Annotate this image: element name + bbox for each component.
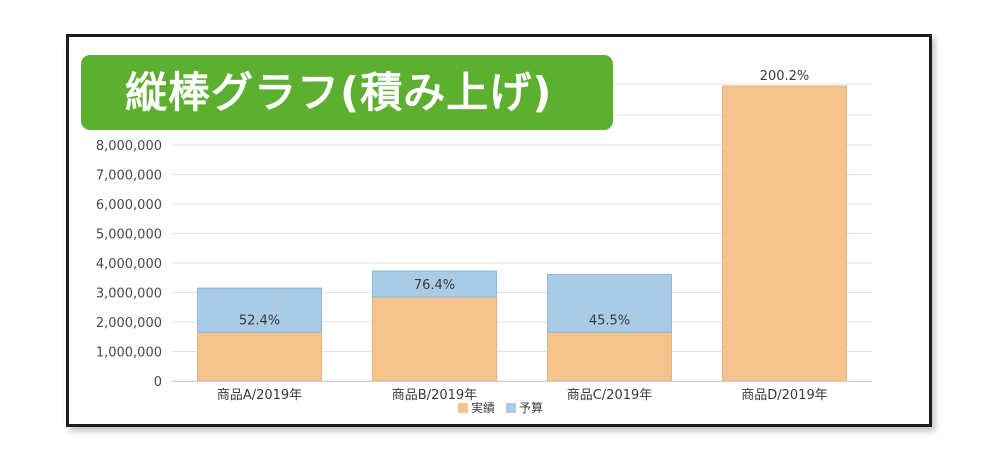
- x-tick-label: 商品B/2019年: [392, 388, 477, 403]
- legend-label-0: 実績: [471, 400, 495, 415]
- chart-title-banner: 縦棒グラフ(積み上げ): [81, 55, 613, 130]
- data-labels: 52.4% 76.4% 45.5% 200.2%: [239, 69, 809, 328]
- bars: [197, 85, 847, 382]
- legend-label-1: 予算: [519, 400, 543, 415]
- bar-actual-0: [197, 331, 322, 382]
- legend: 実績 予算: [458, 400, 543, 415]
- data-label-0: 52.4%: [239, 313, 280, 328]
- bar-budget-1: [372, 270, 497, 298]
- y-tick-label: 5,000,000: [96, 228, 162, 243]
- x-axis-ticks: 商品A/2019年 商品B/2019年 商品C/2019年 商品D/2019年: [217, 388, 828, 403]
- y-tick-label: 3,000,000: [96, 287, 162, 302]
- y-tick-label: 0: [154, 375, 162, 390]
- bar-budget-2: [547, 274, 672, 333]
- x-tick-label: 商品D/2019年: [741, 388, 827, 403]
- y-tick-label: 1,000,000: [96, 346, 162, 361]
- y-tick-label: 4,000,000: [96, 257, 162, 272]
- y-tick-label: 7,000,000: [96, 169, 162, 184]
- data-label-3: 200.2%: [760, 69, 810, 84]
- data-label-1: 76.4%: [414, 278, 455, 293]
- legend-swatch-0: [458, 403, 468, 413]
- bar-actual-2: [547, 331, 672, 382]
- bar-budget-0: [197, 287, 322, 333]
- legend-swatch-1: [506, 403, 516, 413]
- y-axis-ticks: 0 1,000,000 2,000,000 3,000,000 4,000,000 5,0…: [96, 139, 162, 390]
- bar-actual-1: [372, 296, 497, 382]
- x-tick-label: 商品A/2019年: [217, 388, 302, 403]
- y-tick-label: 2,000,000: [96, 316, 162, 331]
- bar-actual-3: [722, 85, 847, 382]
- y-tick-label: 8,000,000: [96, 139, 162, 154]
- x-tick-label: 商品C/2019年: [567, 388, 653, 403]
- data-label-2: 45.5%: [589, 313, 630, 328]
- y-tick-label: 6,000,000: [96, 198, 162, 213]
